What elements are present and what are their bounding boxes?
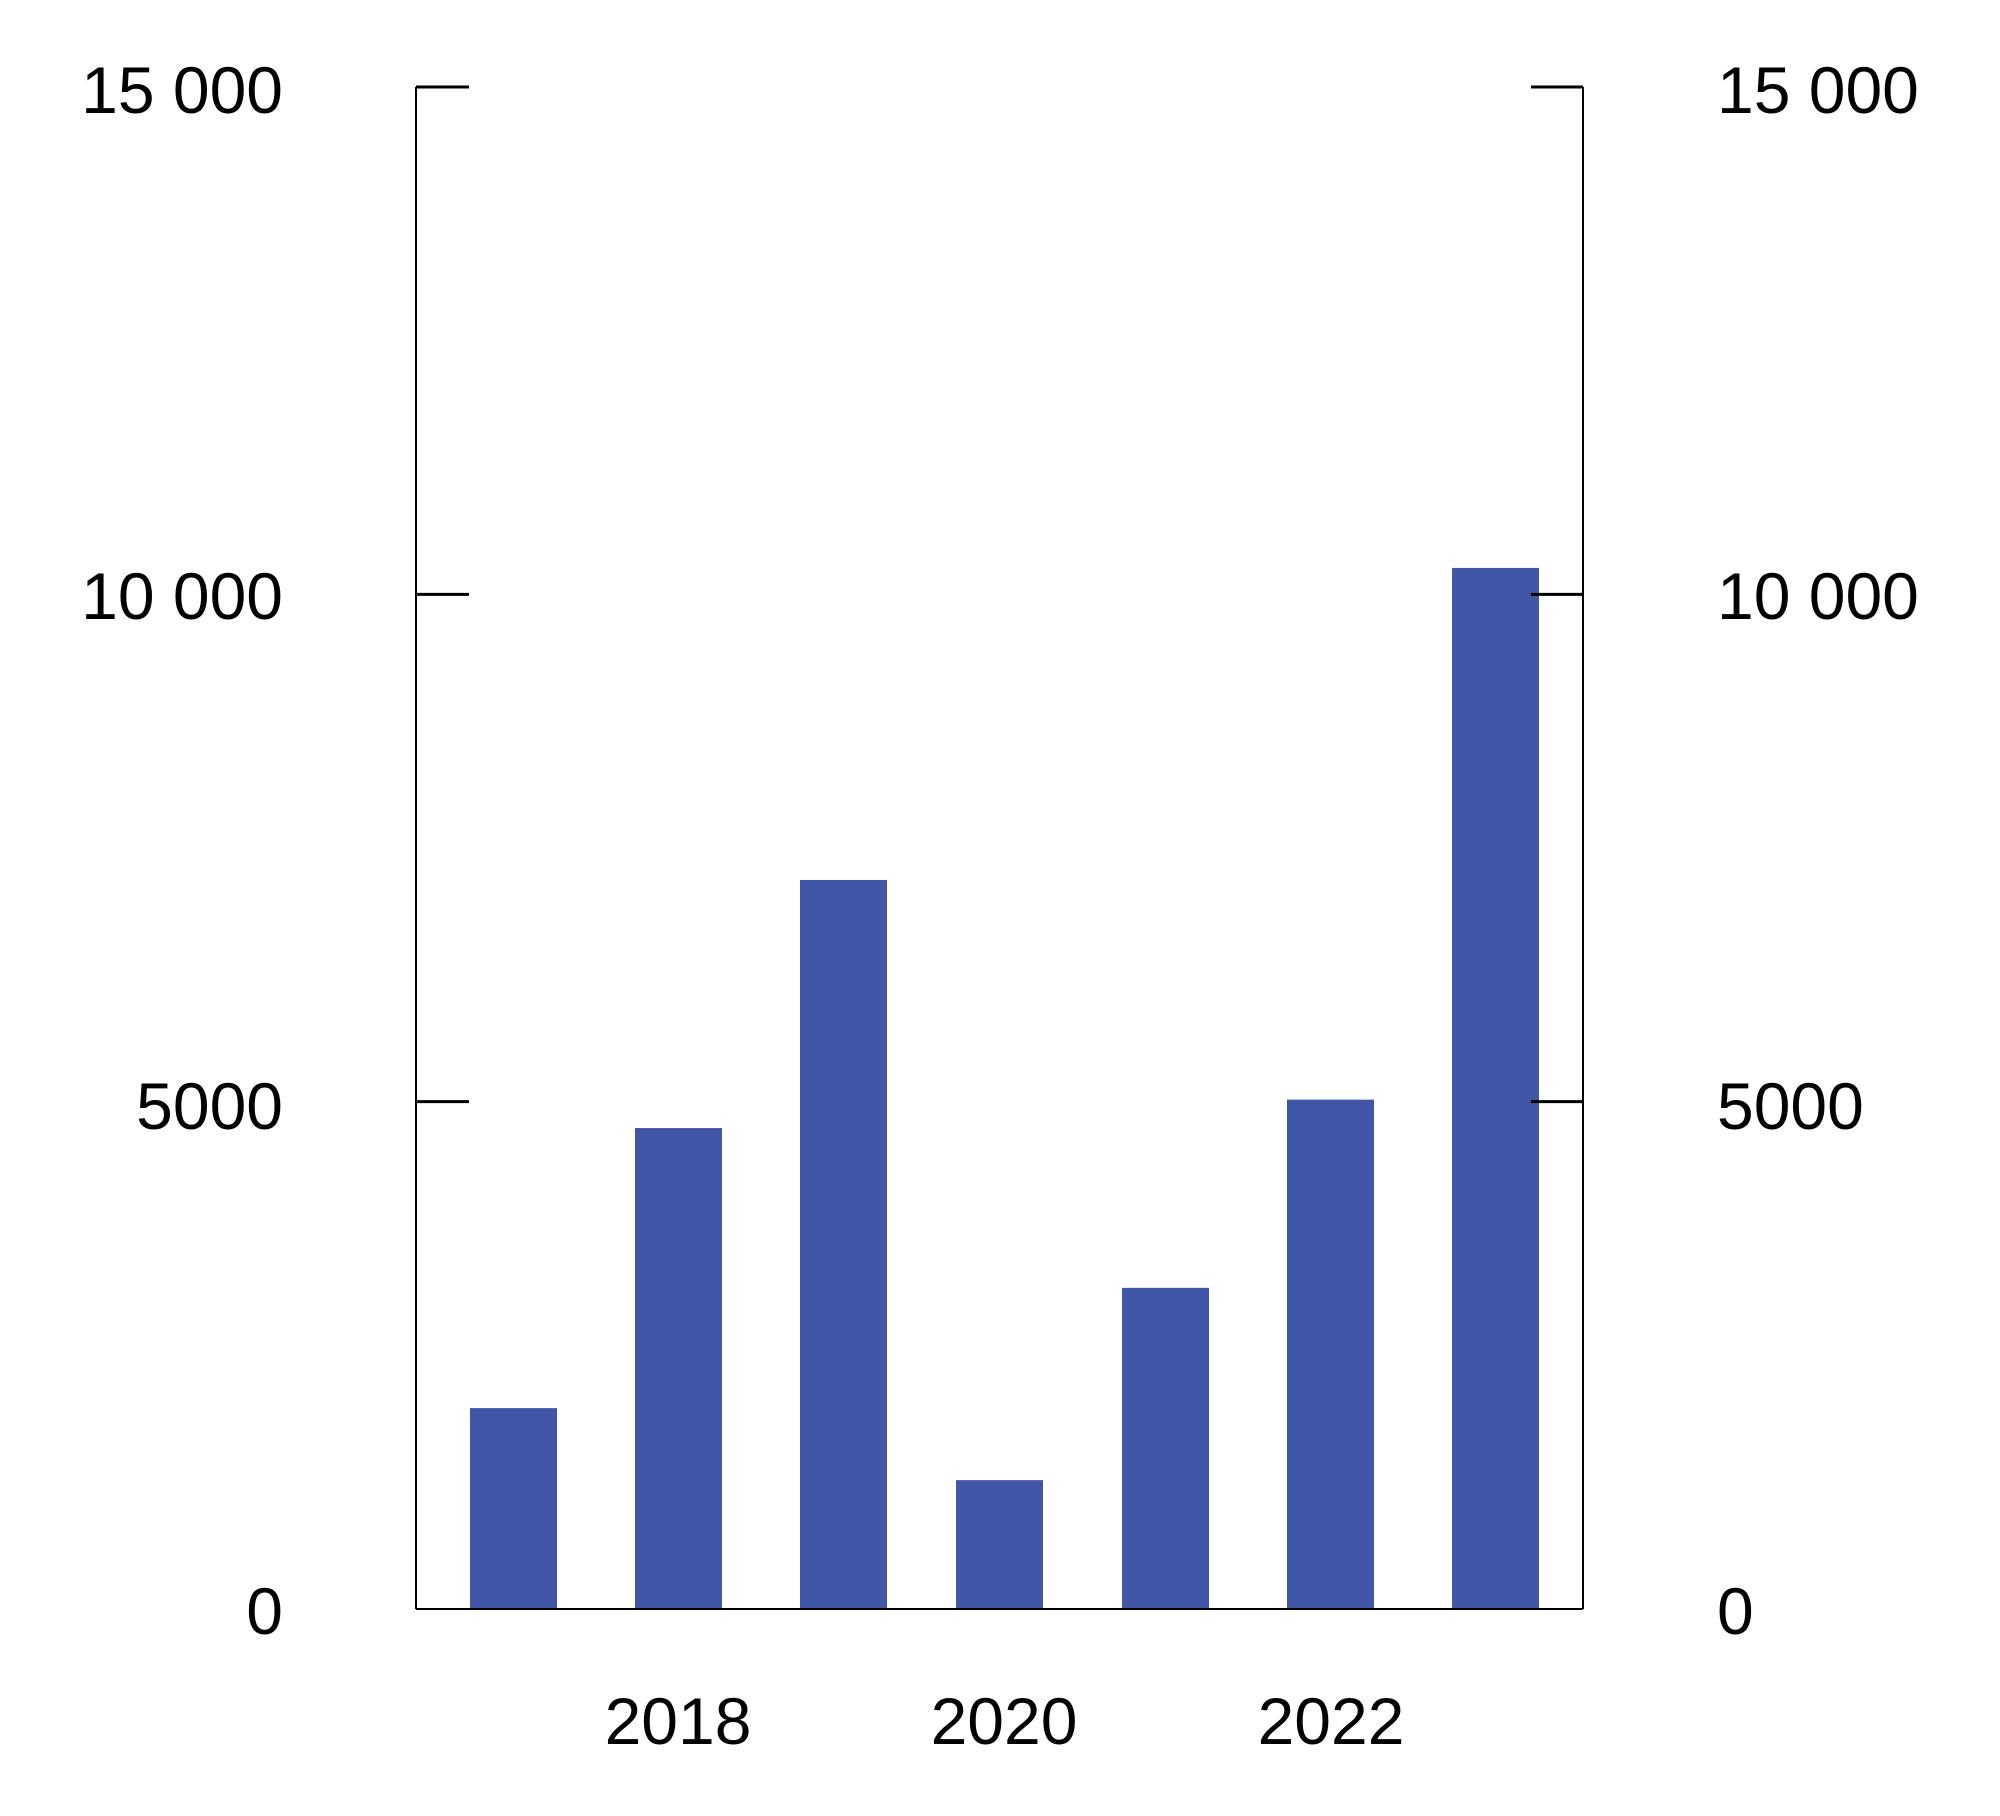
right-y-tick-label: 5000 xyxy=(1717,1069,1864,1143)
x-tick-label-2022: 2022 xyxy=(1257,1684,1405,1758)
bars-group xyxy=(470,567,1539,1609)
right-y-tick-label: 0 xyxy=(1717,1574,1754,1648)
left-y-tick-label: 15 000 xyxy=(81,53,283,127)
bar-2021 xyxy=(1122,1287,1209,1609)
bar-2023 xyxy=(1452,567,1539,1609)
tick-marks xyxy=(416,85,1583,1104)
left-y-tick-label: 5000 xyxy=(136,1069,283,1143)
bar-2017 xyxy=(470,1408,557,1609)
x-tick-label-2020: 2020 xyxy=(930,1684,1078,1758)
bar-2019 xyxy=(800,879,887,1609)
bar-2022 xyxy=(1287,1099,1374,1609)
right-y-tick-label: 15 000 xyxy=(1717,53,1919,127)
left-y-tick-label: 0 xyxy=(246,1574,283,1648)
x-tick-label-2018: 2018 xyxy=(604,1684,752,1758)
left-y-tick-label: 10 000 xyxy=(81,559,283,633)
right-y-tick-label: 10 000 xyxy=(1717,559,1919,633)
bar-2020 xyxy=(956,1480,1043,1609)
bar-2018 xyxy=(635,1128,722,1609)
